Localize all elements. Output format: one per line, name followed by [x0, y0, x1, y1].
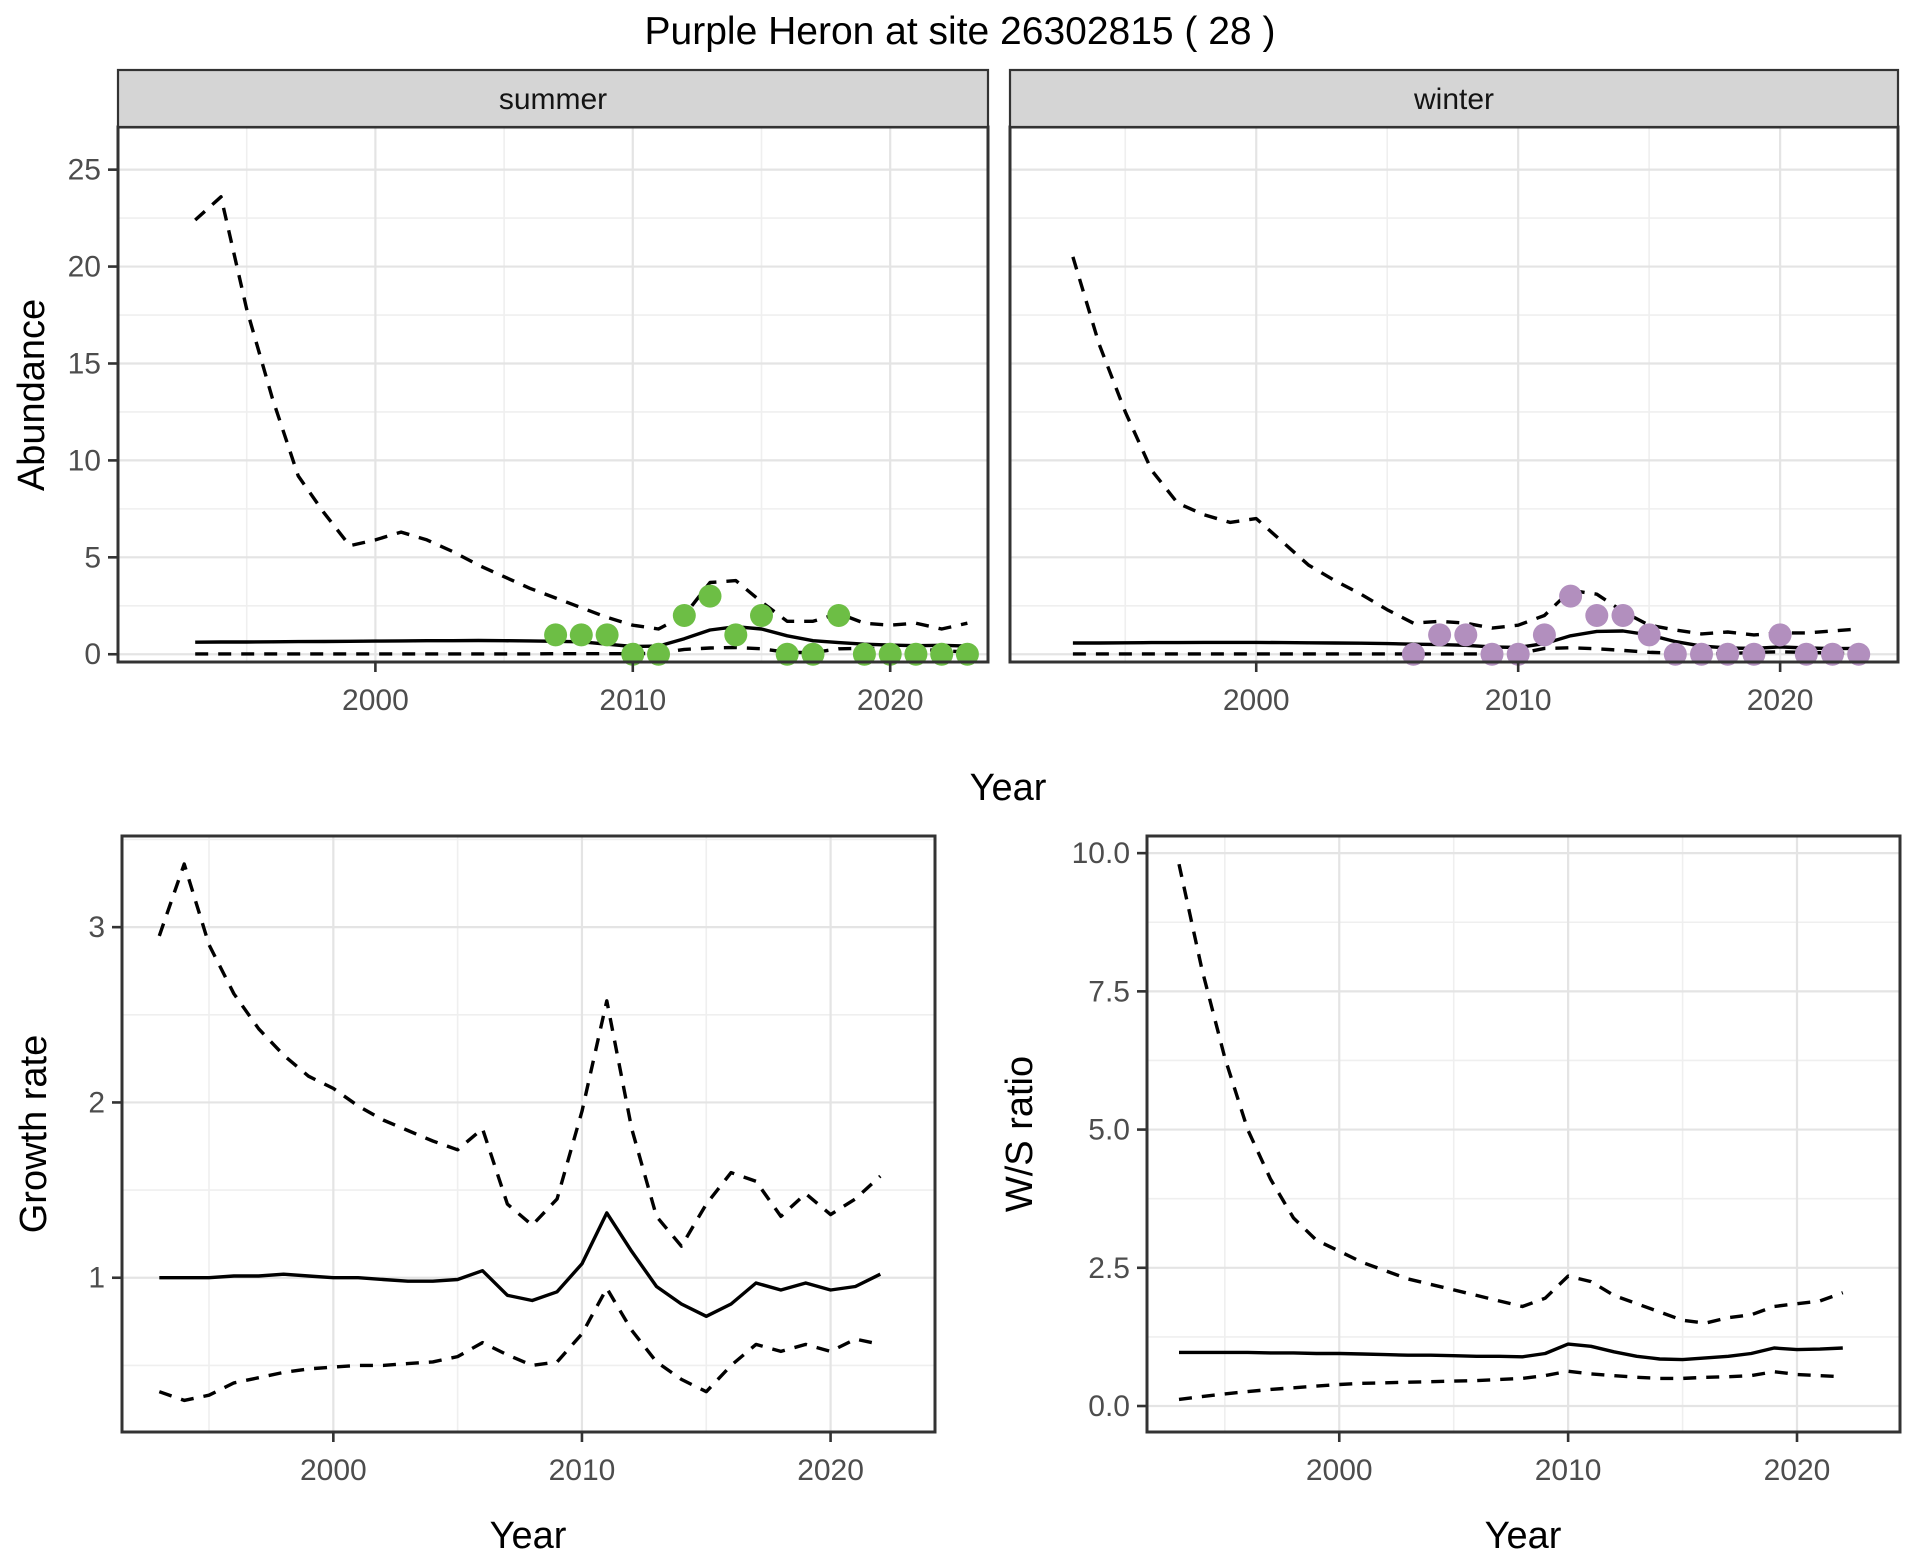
data-point — [1585, 604, 1609, 627]
data-point — [930, 642, 954, 666]
facet-strip-summer-label: summer — [499, 83, 607, 116]
x-tick-label: 2010 — [599, 684, 666, 717]
y-tick-label: 3 — [88, 911, 105, 944]
lower-95ci-line — [195, 645, 968, 656]
upper-95ci-line — [194, 195, 968, 631]
data-point — [852, 642, 876, 666]
data-point — [724, 623, 748, 647]
growth-axis-title: Growth rate — [13, 1035, 55, 1234]
y-tick-label: 15 — [68, 347, 101, 380]
data-point — [1794, 642, 1818, 666]
top-x-axis-title: Year — [970, 767, 1047, 809]
data-point — [1428, 623, 1452, 647]
panel-ws-ratio: 2000 2010 2020 0.0 2.5 5.0 7.5 10.0 — [1072, 834, 1902, 1487]
data-point — [1690, 642, 1713, 666]
data-point — [1532, 623, 1556, 647]
panel-border — [120, 834, 937, 1434]
data-point — [878, 642, 902, 666]
panel-border — [1008, 125, 1900, 664]
y-tick-label: 2 — [88, 1086, 105, 1119]
ws-axis-title: W/S ratio — [999, 1056, 1041, 1212]
x-tick-label: 2010 — [549, 1454, 616, 1487]
figure-title: Purple Heron at site 26302815 ( 28 ) — [645, 10, 1276, 53]
facet-strip-summer — [116, 68, 990, 129]
y-tick-label: 0.0 — [1088, 1390, 1130, 1423]
lower-95ci-line — [158, 1286, 881, 1403]
upper-95ci-line — [157, 862, 882, 1248]
data-point — [544, 623, 568, 647]
panel-growth-rate: 2000 2010 2020 1 2 3 — [88, 834, 937, 1487]
data-point — [1821, 642, 1844, 666]
ws-x-axis-title: Year — [1485, 1515, 1562, 1557]
data-point — [1847, 642, 1871, 666]
y-tick-label: 10.0 — [1072, 837, 1130, 870]
upper-95ci-line — [1071, 256, 1859, 637]
data-point — [1480, 642, 1504, 666]
panel-border — [116, 125, 990, 664]
growth-x-axis-title: Year — [490, 1515, 567, 1557]
x-tick-label: 2000 — [1223, 684, 1290, 717]
panel-abundance-summer: 2000 2010 2020 0 5 10 15 20 25 — [68, 125, 990, 717]
x-tick-label: 2000 — [300, 1454, 367, 1487]
mean-line — [159, 1211, 882, 1318]
y-tick-label: 20 — [68, 251, 101, 284]
x-tick-label: 2010 — [1535, 1454, 1602, 1487]
x-tick-label: 2020 — [857, 684, 924, 717]
data-point — [1559, 584, 1583, 608]
data-point — [1401, 642, 1425, 666]
y-tick-label: 0 — [84, 638, 101, 671]
data-point — [775, 642, 799, 666]
facet-strip-winter — [1008, 68, 1900, 129]
data-point — [569, 623, 593, 647]
data-point — [1506, 642, 1530, 666]
panel-abundance-winter: 2000 2010 2020 — [1008, 125, 1900, 717]
data-point — [1611, 604, 1635, 627]
x-tick-label: 2000 — [342, 684, 409, 717]
y-tick-label: 10 — [68, 444, 101, 477]
data-point — [1768, 623, 1792, 647]
x-tick-label: 2010 — [1485, 684, 1552, 717]
data-point — [698, 584, 722, 608]
data-point — [647, 642, 670, 666]
data-point — [1742, 642, 1766, 666]
data-point — [750, 604, 773, 627]
panel-border — [1145, 834, 1902, 1434]
lower-95ci-line — [1178, 1369, 1843, 1402]
mean-line — [1179, 1342, 1843, 1362]
abundance-axis-title: Abundance — [11, 299, 53, 491]
data-point — [672, 604, 696, 627]
x-tick-label: 2000 — [1306, 1454, 1373, 1487]
data-point — [827, 604, 851, 627]
y-tick-label: 5 — [84, 541, 101, 574]
data-point — [801, 642, 825, 666]
data-point — [595, 623, 619, 647]
x-tick-label: 2020 — [797, 1454, 864, 1487]
x-tick-label: 2020 — [1764, 1454, 1831, 1487]
data-point — [1637, 623, 1661, 647]
y-tick-label: 7.5 — [1088, 975, 1130, 1008]
x-tick-label: 2020 — [1747, 684, 1814, 717]
data-point — [1716, 642, 1740, 666]
upper-95ci-line — [1177, 863, 1844, 1325]
data-point — [1663, 642, 1687, 666]
y-tick-label: 5.0 — [1088, 1114, 1130, 1147]
y-tick-label: 1 — [88, 1262, 105, 1295]
data-point — [1454, 623, 1478, 647]
facet-strip-winter-label: winter — [1413, 83, 1494, 116]
data-point — [904, 642, 928, 666]
y-tick-label: 2.5 — [1088, 1252, 1130, 1285]
data-point — [621, 642, 645, 666]
data-point — [955, 642, 979, 666]
y-tick-label: 25 — [68, 154, 101, 187]
